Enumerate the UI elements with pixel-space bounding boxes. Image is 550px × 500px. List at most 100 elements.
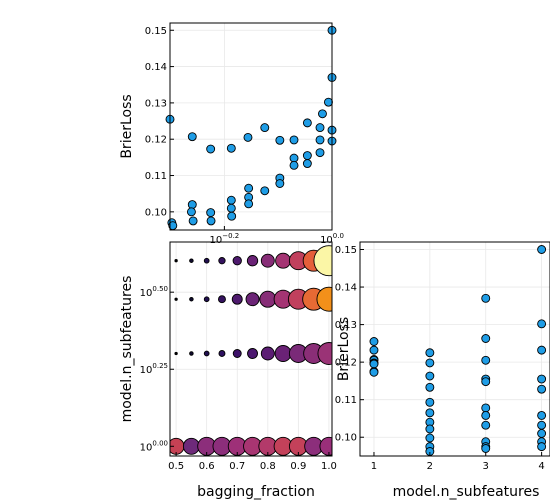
y-tick-label: 0.11 (335, 395, 357, 406)
y-tick-label: 0.12 (335, 358, 357, 369)
y-tick-label: 0.15 (335, 245, 357, 256)
data-point (425, 382, 435, 392)
x-tick-label: 4 (538, 461, 544, 472)
data-point (537, 345, 547, 355)
x-tick-label: 3 (483, 461, 489, 472)
data-point (243, 132, 253, 142)
bubble-point (231, 293, 243, 305)
data-point (315, 148, 325, 158)
data-point (425, 408, 435, 418)
data-point (275, 179, 285, 188)
y-tick-label: 0.11 (145, 171, 167, 182)
data-point (425, 371, 435, 381)
data-point (537, 245, 547, 254)
data-point (481, 444, 491, 453)
bubble-point (274, 345, 292, 362)
data-point (186, 207, 196, 217)
data-point (226, 143, 236, 153)
data-point (260, 123, 270, 133)
bubble-point (203, 257, 210, 264)
data-point (244, 183, 254, 193)
bubble-point (218, 295, 226, 304)
data-point (425, 424, 435, 434)
y-tick-label: 0.10 (335, 433, 357, 444)
x-tick-label: 0.7 (229, 461, 245, 472)
y-tick-label: 0.14 (335, 283, 357, 294)
bubble-point (189, 351, 194, 356)
bubble-point (245, 292, 260, 307)
data-point (226, 195, 236, 205)
x-tick-label: 0.9 (290, 461, 306, 472)
data-point (315, 135, 325, 145)
bubble-point (317, 342, 332, 365)
data-point (369, 345, 379, 355)
bubble-point (247, 348, 258, 359)
bubble-point (203, 296, 210, 303)
bubble-point (189, 296, 194, 302)
data-point (425, 433, 435, 443)
data-point (187, 200, 197, 210)
data-point (187, 132, 197, 142)
data-point (369, 359, 379, 369)
data-point (302, 118, 312, 128)
x-tick-label: 1.0 (321, 461, 337, 472)
data-point (289, 160, 299, 170)
y-axis-label: BrierLoss (119, 94, 135, 158)
top-left-plot-frame (169, 22, 333, 231)
y-tick-label: 0.13 (145, 98, 167, 109)
data-point (537, 420, 547, 430)
data-point (481, 411, 491, 420)
bubble-point (218, 350, 226, 357)
bubble-point (260, 253, 275, 268)
data-point (481, 377, 491, 387)
x-tick-label: 100.0 (320, 232, 344, 246)
bubble-point (259, 290, 277, 308)
bubble-point (218, 257, 226, 265)
data-point (369, 367, 379, 377)
bubble-point (189, 258, 194, 263)
bubble-point (232, 349, 242, 358)
data-point (425, 397, 435, 407)
bubble-point (174, 259, 178, 263)
data-point (481, 420, 491, 430)
data-point (481, 293, 491, 303)
data-point (260, 186, 270, 196)
data-point (315, 123, 325, 133)
data-point (206, 216, 216, 226)
data-point (244, 199, 254, 209)
x-tick-label: 2 (427, 461, 433, 472)
data-point (188, 216, 198, 226)
bottom-left-plot-frame (169, 241, 333, 457)
y-tick-label: 0.10 (145, 207, 167, 218)
y-tick-label: 0.13 (335, 320, 357, 331)
x-tick-label: 0.8 (260, 461, 276, 472)
y-axis-label: model.n_subfeatures (119, 276, 135, 423)
data-point (481, 334, 491, 343)
bubble-point (232, 256, 242, 266)
x-axis-label: bagging_fraction (197, 484, 315, 500)
data-point (537, 442, 547, 452)
y-tick-label: 0.14 (145, 62, 167, 73)
y-axis-label: BrierLoss (336, 317, 352, 381)
data-point (318, 109, 327, 119)
bubble-point (174, 297, 178, 301)
y-tick-label: 100.00 (140, 439, 168, 453)
bubble-point (246, 255, 259, 267)
bubble-point (316, 286, 332, 312)
data-point (226, 203, 236, 213)
bubble-group (170, 245, 332, 456)
data-point (289, 153, 299, 163)
bubble-point (174, 351, 178, 356)
y-tick-label: 0.12 (145, 135, 167, 146)
bubble-point (275, 252, 292, 269)
bubble-point (182, 437, 200, 455)
data-point (324, 97, 333, 107)
bottom-right-plot-frame (359, 241, 550, 457)
data-point (206, 208, 216, 218)
x-tick-label: 1 (371, 461, 377, 472)
x-axis-label: model.n_subfeatures (393, 484, 540, 500)
data-point (537, 429, 547, 438)
data-point (289, 135, 299, 145)
bubble-point (203, 350, 210, 357)
